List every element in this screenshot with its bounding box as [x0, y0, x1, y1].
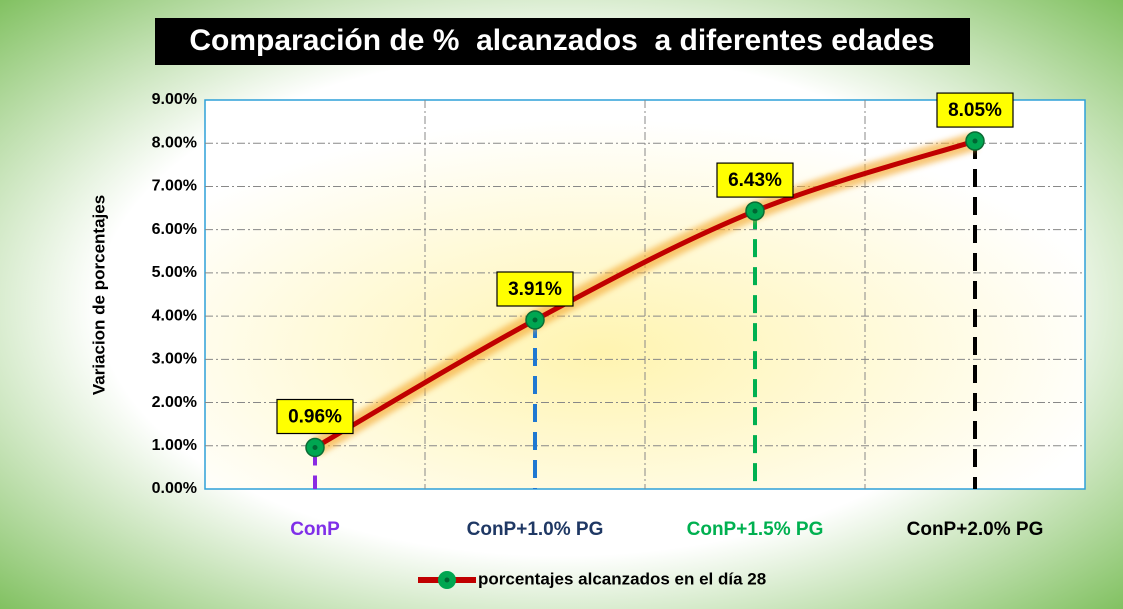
y-tick-label: 3.00% [152, 351, 197, 368]
y-tick-label: 9.00% [152, 91, 197, 108]
line [313, 138, 976, 450]
data-label-box [276, 398, 354, 435]
y-tick-label: 5.00% [152, 264, 197, 281]
marker-dot [972, 138, 978, 144]
x-tick-label: ConP [290, 519, 340, 540]
legend-label: porcentajes alcanzados en el día 28 [478, 569, 766, 588]
data-label: 8.05% [948, 100, 1002, 121]
data-label: 6.43% [728, 170, 782, 191]
data-label-box [716, 162, 794, 198]
y-tick-label: 7.00% [152, 178, 197, 195]
y-tick-label: 6.00% [152, 221, 197, 238]
legend-marker-dot [444, 577, 450, 583]
y-tick-label: 8.00% [152, 134, 197, 151]
marker-dot [752, 208, 758, 214]
y-tick-label: 0.00% [152, 480, 197, 497]
data-label: 3.91% [508, 279, 562, 300]
x-tick-label: ConP+1.5% PG [687, 519, 824, 540]
data-label: 0.96% [288, 407, 342, 428]
y-tick-label: 2.00% [152, 394, 197, 411]
title-box [155, 18, 970, 65]
y-tick-label: 1.00% [152, 437, 197, 454]
marker-dot [312, 445, 318, 451]
y-axis-label: Variacion de porcentajes [89, 195, 108, 395]
y-tick-label: 4.00% [152, 307, 197, 324]
chart-title: Comparación de % alcanzados a diferentes… [189, 24, 934, 57]
data-label-box [496, 271, 574, 307]
marker-dot [532, 317, 538, 323]
x-tick-label: ConP+2.0% PG [907, 519, 1044, 540]
data-label-box [936, 92, 1014, 128]
x-tick-label: ConP+1.0% PG [467, 519, 604, 540]
